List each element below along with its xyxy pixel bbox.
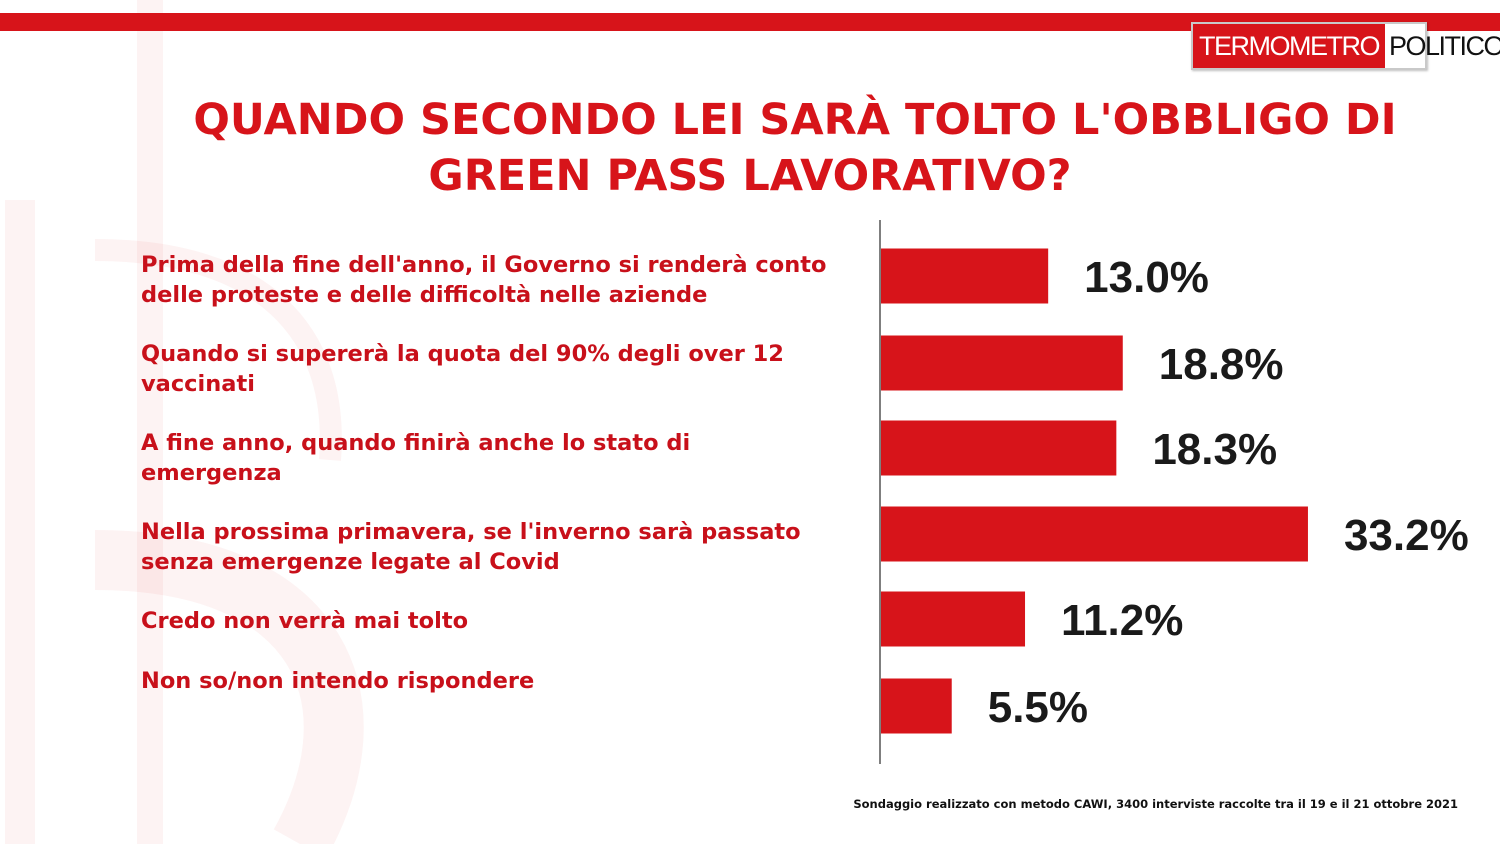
category-label-5: Credo non verrà mai tolto [141, 608, 468, 634]
category-label-3: A fine anno, quando finirà anche lo stat… [141, 430, 690, 486]
survey-footnote: Sondaggio realizzato con metodo CAWI, 34… [853, 797, 1458, 811]
bar-5 [881, 591, 1026, 647]
value-label-2: 18.8% [1159, 340, 1284, 389]
logo-part-1: TERMOMETRO [1193, 24, 1385, 68]
chart-title: QUANDO SECONDO LEI SARÀ TOLTO L'OBBLIGO … [100, 92, 1490, 204]
background-decoration [5, 0, 364, 844]
value-label-3: 18.3% [1152, 425, 1277, 474]
top-red-band [0, 13, 1500, 31]
value-label-1: 13.0% [1084, 253, 1209, 302]
category-label-1: Prima della fine dell'anno, il Governo s… [141, 252, 826, 308]
bar-4 [881, 506, 1308, 562]
bar-6 [881, 678, 952, 734]
value-label-6: 5.5% [988, 683, 1088, 732]
bar-1 [881, 248, 1049, 304]
bar-3 [881, 420, 1117, 476]
category-label-6: Non so/non intendo rispondere [141, 668, 534, 694]
category-label-4: Nella prossima primavera, se l'inverno s… [141, 519, 801, 575]
value-label-4: 33.2% [1344, 511, 1469, 560]
category-label-2: Quando si supererà la quota del 90% degl… [141, 341, 784, 397]
title-line-1: QUANDO SECONDO LEI SARÀ TOLTO L'OBBLIGO … [193, 95, 1397, 145]
value-label-5: 11.2% [1061, 596, 1183, 645]
title-line-2: GREEN PASS LAVORATIVO? [428, 151, 1072, 201]
logo-part-2: POLITICO [1389, 30, 1500, 61]
bar-2 [881, 335, 1123, 391]
termometro-politico-logo: TERMOMETRO POLITICO [1191, 22, 1500, 70]
